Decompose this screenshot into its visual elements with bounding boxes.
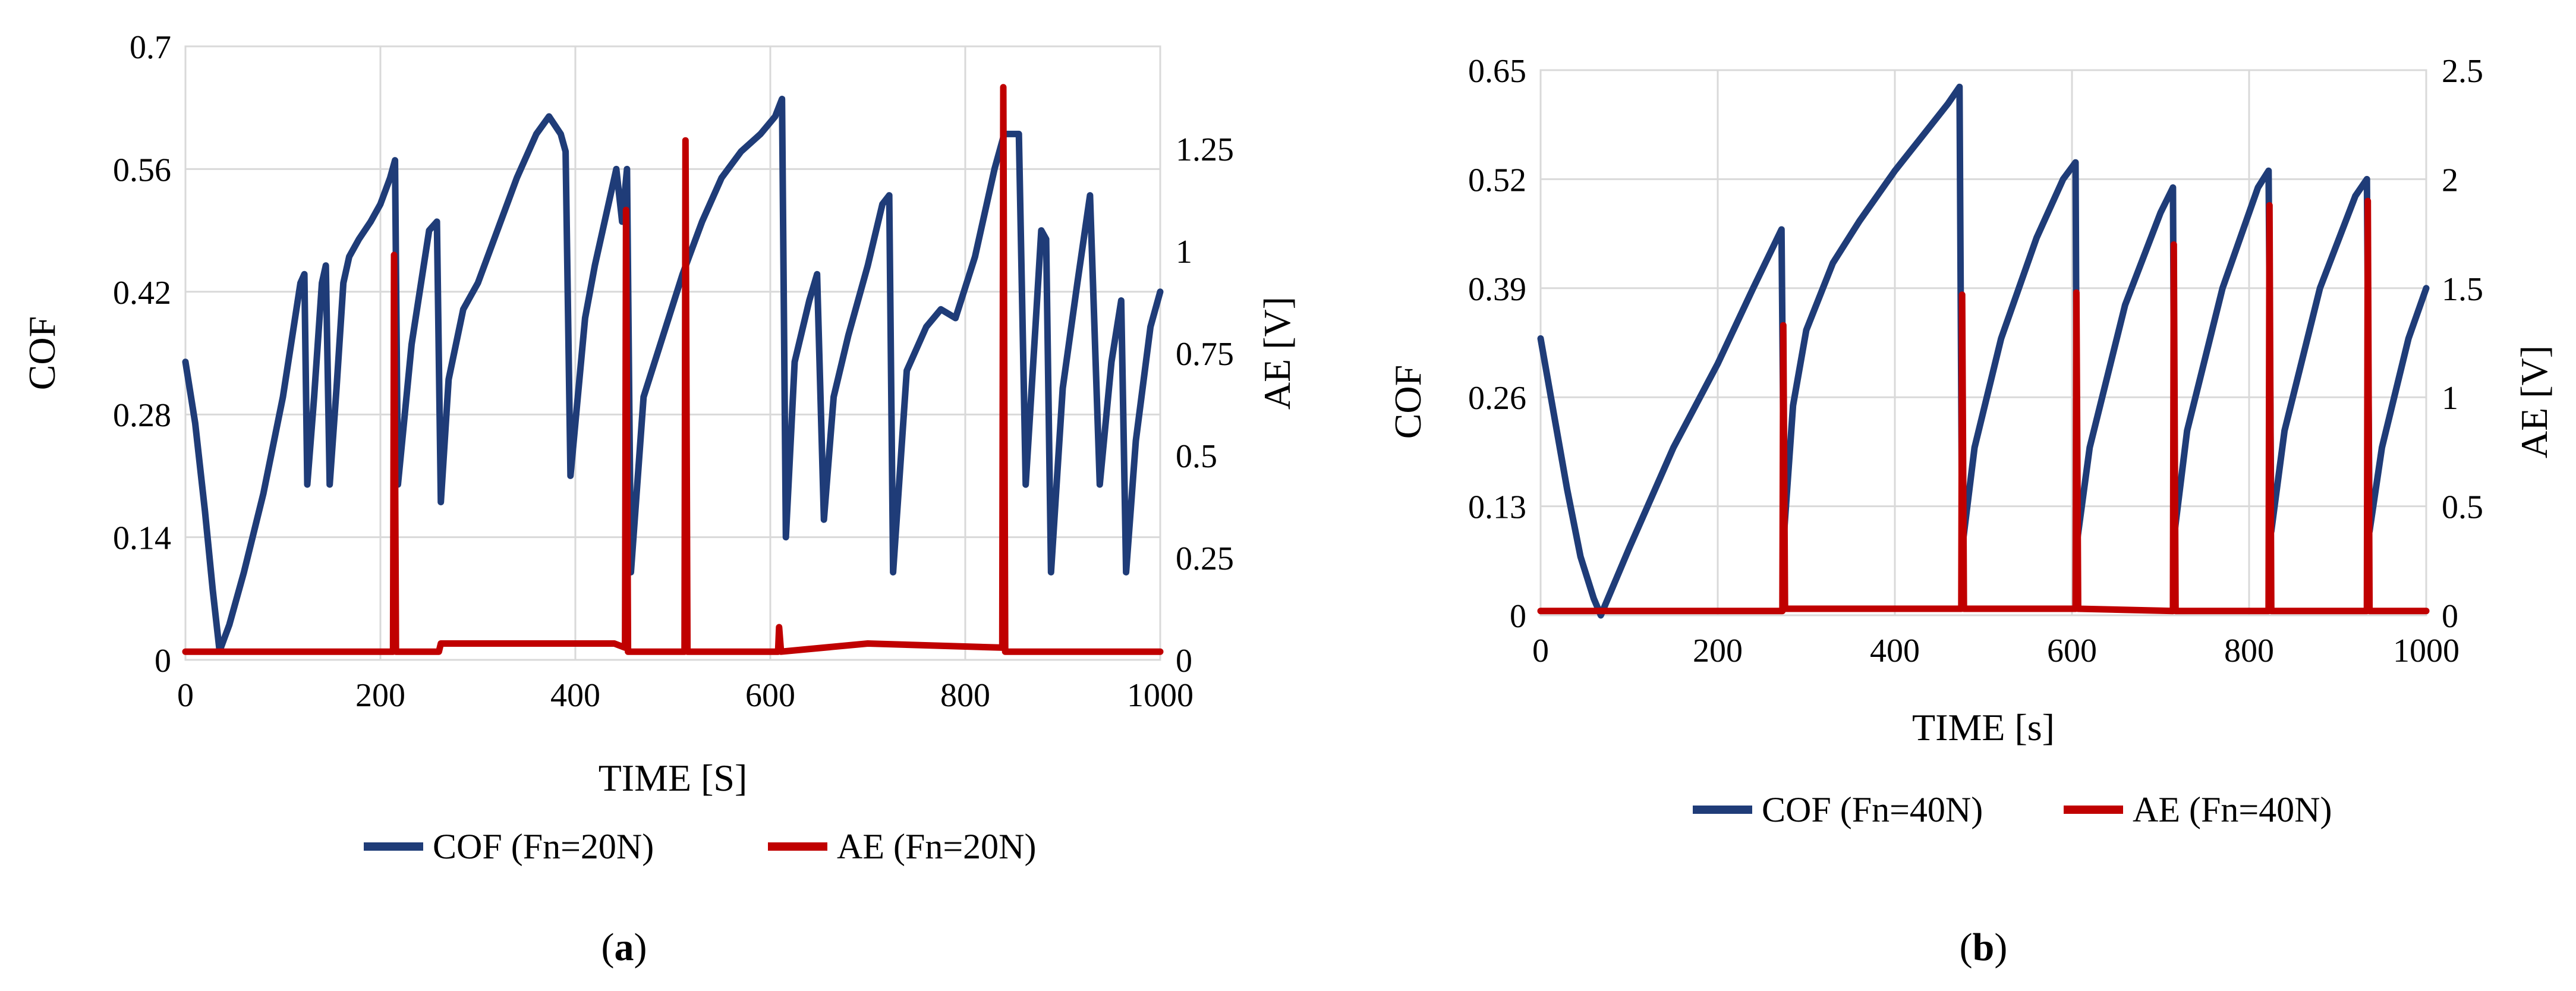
chart-a-x-axis-label: TIME [S] (599, 757, 748, 799)
chart-a-y2-tick-label: 1 (1176, 234, 1192, 270)
chart-a-y-axis-label: COF (21, 316, 63, 391)
chart-b-legend-label-cof: COF (Fn=40N) (1762, 790, 1983, 829)
chart-b-plot-area (1539, 69, 2427, 616)
chart-a: 0 200 400 600 800 100000.140.280.420.560.700.… (21, 29, 1298, 969)
chart-a-y2-axis-label: AE [V] (1256, 297, 1298, 410)
chart-b-y2-tick-label: 1 (2442, 380, 2458, 417)
chart-a-y2-tick-label: 0 (1176, 643, 1192, 679)
chart-a-cof-series-line (182, 96, 1164, 655)
chart-a-y2-tick-label: 0.25 (1176, 540, 1234, 577)
chart-b-y2-tick-label: 2 (2442, 162, 2458, 199)
chart-b-y2-tick-label: 0 (2442, 598, 2458, 635)
chart-a-y-tick-label: 0.42 (113, 275, 171, 312)
chart-b-x-tick-label: 600 (2047, 633, 2097, 669)
chart-a-y-tick-label: 0.56 (113, 152, 171, 188)
chart-b-y2-tick-label: 1.5 (2442, 271, 2483, 308)
chart-a-legend-label-cof: COF (Fn=20N) (433, 827, 654, 866)
chart-a-ae-series-line (182, 84, 1164, 655)
chart-b-x-tick-label: 0 (1532, 633, 1549, 669)
chart-b-y-tick-label: 0.13 (1468, 489, 1526, 526)
chart-a-y2-tick-label: 0.5 (1176, 438, 1217, 475)
chart-b-legend-label-ae: AE (Fn=40N) (2133, 790, 2332, 829)
chart-a-y-tick-label: 0.7 (130, 29, 171, 66)
chart-a-plot-area (184, 45, 1161, 661)
chart-b-x-tick-label: 400 (1870, 633, 1920, 669)
chart-b-y2-axis-label: AE [V] (2513, 345, 2555, 458)
chart-b-x-axis-label: TIME [s] (1912, 706, 2055, 748)
chart-a-legend: COF (Fn=20N) AE (Fn=20N) (364, 827, 1036, 866)
chart-b: 0 200 400 600 800 100000.130.260.390.520.6500… (1387, 53, 2555, 969)
chart-a-x-tick-label: 200 (355, 677, 405, 714)
chart-a-y-tick-label: 0 (155, 643, 171, 679)
chart-b-y-tick-label: 0.26 (1468, 380, 1526, 417)
chart-b-y-tick-label: 0 (1510, 598, 1526, 635)
chart-b-y-tick-label: 0.39 (1468, 271, 1526, 308)
panel-label-b: (b) (1960, 926, 2008, 969)
chart-a-y2-tick-label: 1.25 (1176, 131, 1234, 168)
chart-b-legend: COF (Fn=40N) AE (Fn=40N) (1693, 790, 2332, 829)
chart-a-y-tick-label: 0.14 (113, 520, 171, 557)
chart-a-x-tick-label: 800 (940, 677, 990, 714)
chart-b-y-axis-label: COF (1387, 365, 1429, 439)
chart-a-x-tick-label: 0 (177, 677, 194, 714)
chart-b-y-tick-label: 0.65 (1468, 53, 1526, 90)
chart-a-x-tick-label: 600 (745, 677, 795, 714)
chart-b-x-tick-label: 800 (2224, 633, 2274, 669)
chart-b-x-tick-label: 200 (1693, 633, 1743, 669)
chart-b-y2-tick-label: 2.5 (2442, 53, 2483, 90)
panel-label-a: (a) (602, 926, 647, 969)
chart-a-x-tick-label: 400 (550, 677, 600, 714)
chart-a-legend-label-ae: AE (Fn=20N) (837, 827, 1036, 866)
chart-a-y2-tick-label: 0.75 (1176, 336, 1234, 373)
chart-b-cof-series-line (1537, 83, 2430, 619)
chart-b-y-tick-label: 0.52 (1468, 162, 1526, 199)
chart-a-y-tick-label: 0.28 (113, 397, 171, 434)
chart-b-x-tick-label: 1000 (2393, 633, 2460, 669)
chart-b-ae-series-line (1537, 197, 2430, 615)
chart-b-y2-tick-label: 0.5 (2442, 489, 2483, 526)
chart-a-x-tick-label: 1000 (1127, 677, 1193, 714)
